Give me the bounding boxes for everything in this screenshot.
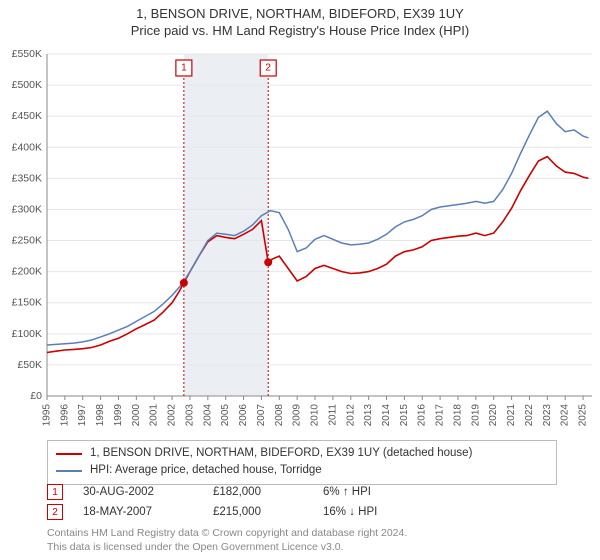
event-hpi: 16% ↓ HPI [323,506,377,518]
svg-text:2014: 2014 [381,404,392,427]
svg-text:2013: 2013 [363,404,374,427]
svg-text:2011: 2011 [327,404,338,426]
svg-text:2020: 2020 [488,404,499,427]
svg-text:£50K: £50K [17,359,42,371]
event-row: 2 18-MAY-2007 £215,000 16% ↓ HPI [47,504,567,520]
svg-text:2023: 2023 [542,404,553,427]
legend-item: 1, BENSON DRIVE, NORTHAM, BIDEFORD, EX39… [56,445,548,462]
svg-text:£250K: £250K [12,235,42,247]
event-badge: 2 [47,504,63,520]
svg-text:2017: 2017 [435,404,446,427]
transaction-events: 1 30-AUG-2002 £182,000 6% ↑ HPI 2 18-MAY… [47,484,567,524]
legend-swatch [56,453,82,455]
svg-text:£0: £0 [30,390,42,402]
chart-titles: 1, BENSON DRIVE, NORTHAM, BIDEFORD, EX39… [0,0,600,38]
svg-text:£550K: £550K [12,48,42,60]
svg-text:1999: 1999 [113,404,124,427]
legend: 1, BENSON DRIVE, NORTHAM, BIDEFORD, EX39… [47,440,557,485]
svg-text:£300K: £300K [12,203,42,215]
svg-text:1995: 1995 [42,404,53,427]
event-date: 18-MAY-2007 [83,506,193,518]
event-badge: 1 [47,484,63,500]
footer-line-1: Contains HM Land Registry data © Crown c… [47,527,407,541]
svg-text:2010: 2010 [310,404,321,427]
footer: Contains HM Land Registry data © Crown c… [47,527,407,554]
svg-text:2018: 2018 [452,404,463,427]
svg-text:2004: 2004 [202,404,213,427]
svg-text:2006: 2006 [238,404,249,427]
svg-text:£100K: £100K [12,328,42,340]
svg-text:2012: 2012 [345,404,356,427]
footer-line-2: This data is licensed under the Open Gov… [47,541,407,555]
svg-text:2009: 2009 [292,404,303,427]
legend-label: 1, BENSON DRIVE, NORTHAM, BIDEFORD, EX39… [90,445,472,462]
svg-text:£450K: £450K [12,110,42,122]
legend-swatch [56,470,82,472]
svg-text:£350K: £350K [12,172,42,184]
svg-text:£400K: £400K [12,141,42,153]
svg-text:1997: 1997 [77,404,88,427]
svg-text:£150K: £150K [12,297,42,309]
event-row: 1 30-AUG-2002 £182,000 6% ↑ HPI [47,484,567,500]
chart: £0 £50K £100K £150K £200K £250K £300K £350K £400… [0,48,600,434]
svg-text:2021: 2021 [506,404,517,427]
svg-text:2007: 2007 [256,404,267,427]
event-price: £215,000 [213,506,303,518]
svg-text:2008: 2008 [274,404,285,427]
svg-text:2003: 2003 [184,404,195,427]
svg-text:2001: 2001 [149,404,160,427]
svg-text:1996: 1996 [59,404,70,427]
event-price: £182,000 [213,486,303,498]
title-line-1: 1, BENSON DRIVE, NORTHAM, BIDEFORD, EX39… [0,6,600,21]
event-date: 30-AUG-2002 [83,486,193,498]
svg-text:1: 1 [181,63,187,74]
legend-item: HPI: Average price, detached house, Torr… [56,462,548,479]
svg-text:£500K: £500K [12,79,42,91]
svg-text:2002: 2002 [167,404,178,427]
svg-text:1998: 1998 [95,404,106,427]
svg-text:£200K: £200K [12,266,42,278]
legend-label: HPI: Average price, detached house, Torr… [90,462,322,479]
svg-text:2019: 2019 [470,404,481,427]
event-hpi: 6% ↑ HPI [323,486,371,498]
chart-svg: £0 £50K £100K £150K £200K £250K £300K £350K £400… [0,48,600,434]
svg-text:2016: 2016 [417,404,428,427]
svg-text:2015: 2015 [399,404,410,427]
svg-text:2005: 2005 [220,404,231,427]
svg-text:2025: 2025 [578,404,589,427]
svg-text:2024: 2024 [560,404,571,427]
svg-text:2022: 2022 [524,404,535,427]
title-line-2: Price paid vs. HM Land Registry's House … [0,23,600,38]
svg-text:2: 2 [265,63,271,74]
svg-text:2000: 2000 [131,404,142,427]
